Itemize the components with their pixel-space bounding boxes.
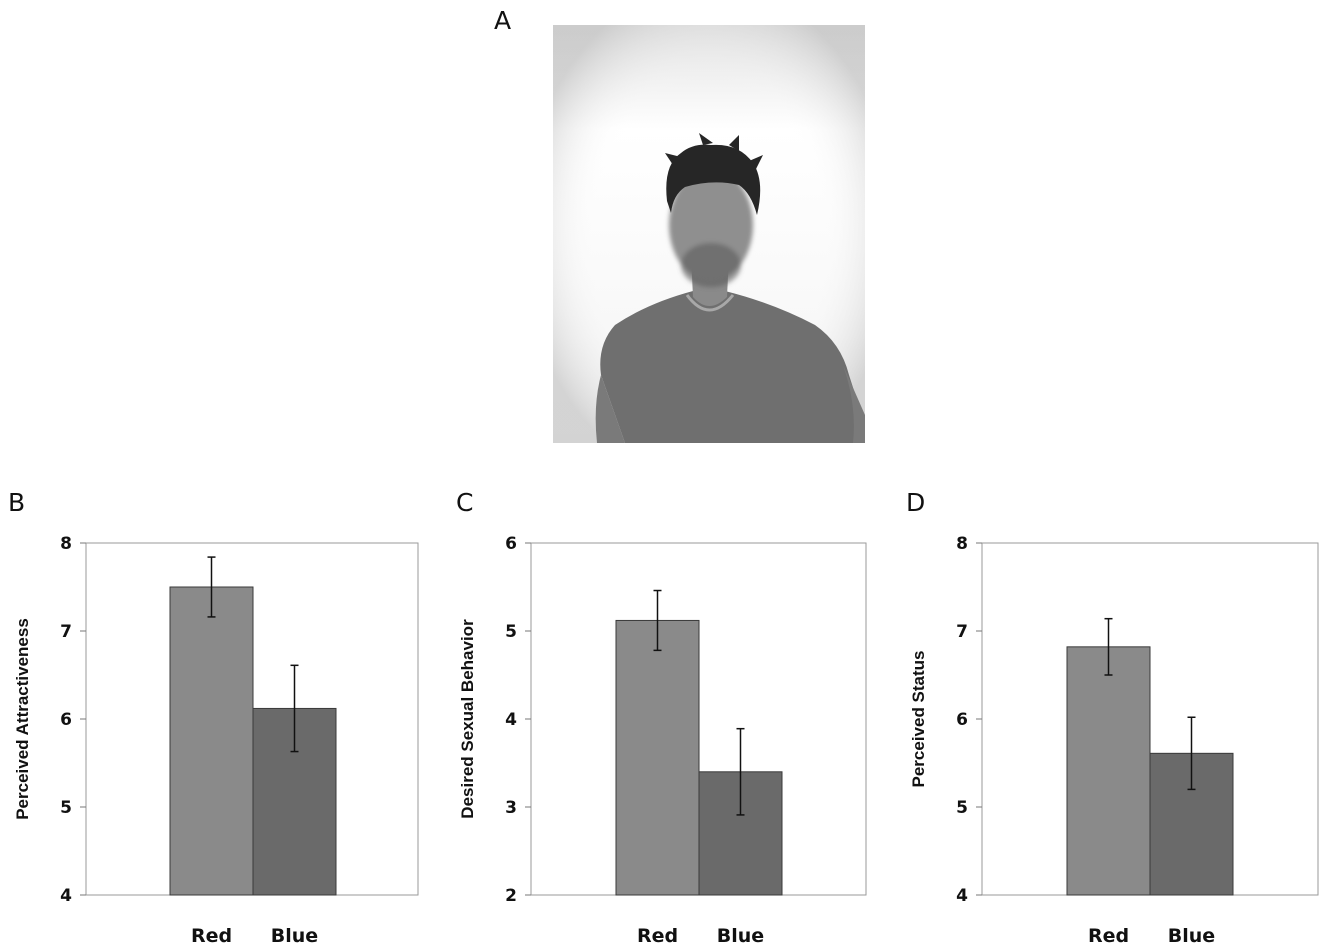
person-photo bbox=[553, 25, 865, 443]
y-axis-label: Perceived Status bbox=[909, 650, 928, 787]
panel-label-c: C bbox=[456, 488, 474, 517]
category-label: Red bbox=[637, 925, 678, 947]
y-tick-label: 5 bbox=[505, 622, 517, 642]
y-tick-label: 4 bbox=[956, 886, 968, 906]
bar-red bbox=[169, 586, 254, 896]
category-label: Blue bbox=[271, 925, 318, 947]
y-tick-label: 6 bbox=[505, 534, 517, 554]
y-tick-label: 8 bbox=[60, 534, 72, 554]
panel-label-a: A bbox=[494, 6, 512, 35]
y-tick-label: 6 bbox=[956, 710, 968, 730]
y-tick-label: 3 bbox=[505, 798, 517, 818]
y-tick-label: 4 bbox=[60, 886, 72, 906]
category-label: Red bbox=[191, 925, 232, 947]
y-tick-label: 4 bbox=[505, 710, 517, 730]
y-axis-label: Perceived Attractiveness bbox=[13, 618, 32, 820]
bar-red bbox=[1066, 646, 1151, 896]
panel-label-b: B bbox=[8, 488, 26, 517]
y-tick-label: 5 bbox=[956, 798, 968, 818]
person-photo-icon bbox=[553, 25, 865, 443]
category-label: Blue bbox=[1168, 925, 1215, 947]
y-tick-label: 5 bbox=[60, 798, 72, 818]
y-tick-label: 2 bbox=[505, 886, 517, 906]
y-tick-label: 7 bbox=[60, 622, 72, 642]
y-axis-label: Desired Sexual Behavior bbox=[458, 619, 477, 819]
bar-red bbox=[615, 619, 700, 896]
category-label: Red bbox=[1088, 925, 1129, 947]
y-tick-label: 6 bbox=[60, 710, 72, 730]
category-label: Blue bbox=[717, 925, 764, 947]
y-tick-label: 8 bbox=[956, 534, 968, 554]
y-tick-label: 7 bbox=[956, 622, 968, 642]
panel-label-d: D bbox=[906, 488, 926, 517]
